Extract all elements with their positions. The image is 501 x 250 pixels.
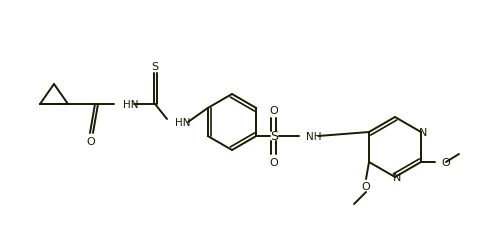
Text: HN: HN — [175, 118, 190, 128]
Text: NH: NH — [306, 132, 322, 141]
Text: N: N — [393, 172, 401, 182]
Text: O: O — [270, 106, 279, 116]
Text: O: O — [87, 136, 95, 146]
Text: O: O — [270, 157, 279, 167]
Text: S: S — [270, 130, 278, 143]
Text: O: O — [441, 157, 450, 167]
Text: S: S — [151, 62, 158, 72]
Text: HN: HN — [123, 100, 138, 110]
Text: N: N — [419, 128, 427, 138]
Text: O: O — [362, 181, 370, 191]
